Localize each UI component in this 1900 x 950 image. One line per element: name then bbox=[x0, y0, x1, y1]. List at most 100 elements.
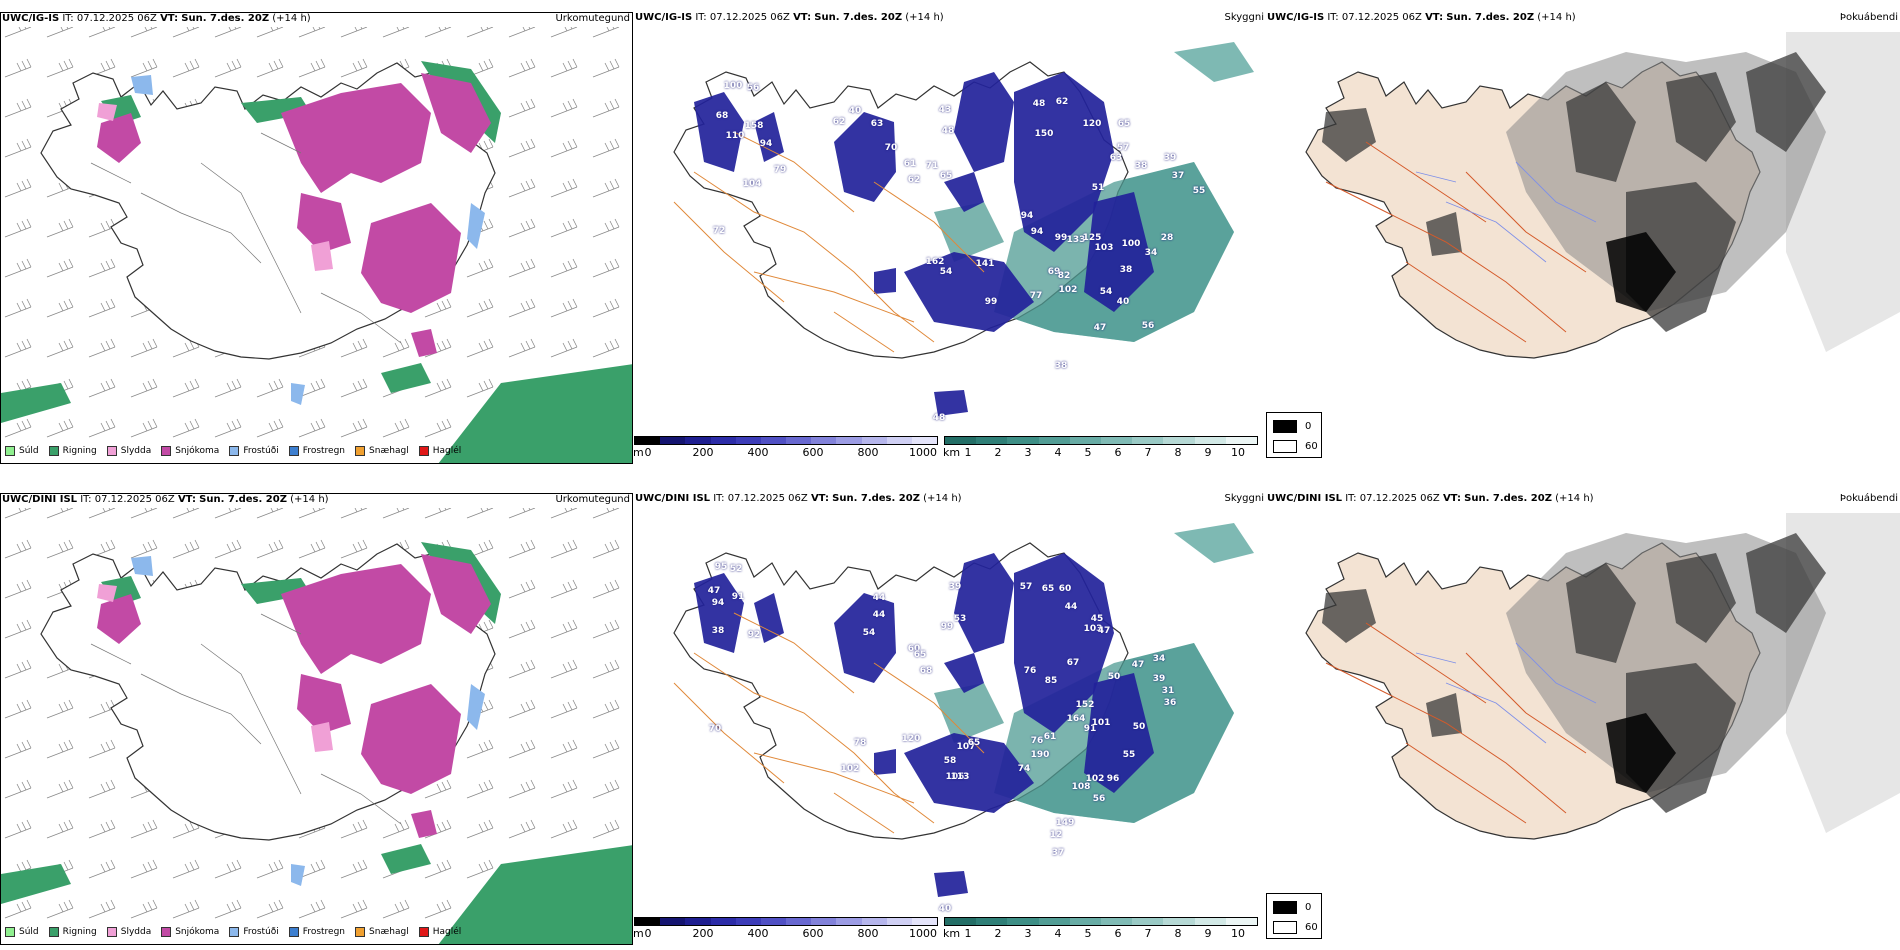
visibility-value: 44 bbox=[1064, 602, 1078, 612]
fog-key-swatch bbox=[1273, 901, 1297, 914]
fog-key-swatch bbox=[1273, 921, 1297, 934]
legend-label: Snjókoma bbox=[175, 446, 220, 456]
visibility-tick: 7 bbox=[1144, 446, 1152, 459]
visibility-value: 99 bbox=[1054, 233, 1068, 243]
precip-map bbox=[1, 508, 632, 944]
legend-item: Slydda bbox=[106, 926, 151, 938]
panel-title: UWC/IG-IS IT: 07.12.2025 06Z VT: Sun. 7.… bbox=[1267, 12, 1576, 23]
visibility-unit: km bbox=[943, 446, 961, 459]
height-tick: 400 bbox=[747, 927, 769, 940]
visibility-panel: UWC/DINI ISL IT: 07.12.2025 06Z VT: Sun.… bbox=[634, 493, 1266, 945]
height-tick: 800 bbox=[857, 927, 879, 940]
visibility-value: 34 bbox=[1152, 654, 1166, 664]
visibility-value: 120 bbox=[901, 734, 921, 744]
legend-item: Rigning bbox=[48, 445, 97, 457]
height-tick: 0 bbox=[644, 446, 652, 459]
visibility-value: 107 bbox=[956, 742, 976, 752]
legend-label: Súld bbox=[19, 927, 39, 937]
visibility-tick: 1 bbox=[964, 446, 972, 459]
legend-swatch bbox=[229, 446, 240, 456]
visibility-value: 63 bbox=[1109, 153, 1123, 163]
legend-item: Frostúði bbox=[229, 926, 279, 938]
visibility-value: 65 bbox=[913, 650, 927, 660]
legend-label: Súld bbox=[19, 446, 39, 456]
legend-label: Haglél bbox=[432, 927, 462, 937]
visibility-value: 50 bbox=[1132, 722, 1146, 732]
legend-item: Slydda bbox=[106, 445, 151, 457]
height-colorbar: 0 200 400 600 800 1000 m bbox=[634, 917, 938, 945]
panel-title: UWC/DINI ISL IT: 07.12.2025 06Z VT: Sun.… bbox=[2, 494, 329, 505]
legend-label: Frostregn bbox=[302, 446, 346, 456]
field-name: Skyggni bbox=[1224, 12, 1264, 23]
fog-key-bottom: 60 bbox=[1305, 922, 1318, 933]
visibility-tick: 3 bbox=[1024, 927, 1032, 940]
visibility-value: 60 bbox=[1058, 584, 1072, 594]
height-unit: m bbox=[634, 446, 644, 459]
visibility-value: 67 bbox=[1066, 658, 1080, 668]
legend-item: Snjókoma bbox=[161, 445, 219, 457]
visibility-value: 79 bbox=[773, 165, 787, 175]
visibility-value: 36 bbox=[1163, 698, 1177, 708]
visibility-colorbar: 1 2 3 4 5 6 7 8 9 10 km bbox=[943, 917, 1258, 945]
legend-item: Súld bbox=[5, 926, 39, 938]
visibility-value: 70 bbox=[708, 724, 722, 734]
legend-label: Frostúði bbox=[243, 446, 279, 456]
visibility-value: 120 bbox=[1082, 119, 1102, 129]
visibility-value: 65 bbox=[1041, 584, 1055, 594]
visibility-unit: km bbox=[943, 927, 961, 940]
visibility-value: 61 bbox=[903, 159, 917, 169]
visibility-value: 150 bbox=[1034, 129, 1054, 139]
visibility-value: 76 bbox=[1023, 666, 1037, 676]
legend-swatch bbox=[48, 446, 59, 456]
visibility-value: 76 bbox=[1030, 736, 1044, 746]
visibility-value: 96 bbox=[1106, 774, 1120, 784]
visibility-panel: UWC/IG-IS IT: 07.12.2025 06Z VT: Sun. 7.… bbox=[634, 12, 1266, 464]
height-tick: 0 bbox=[644, 927, 652, 940]
visibility-tick: 8 bbox=[1174, 446, 1182, 459]
height-tick: 600 bbox=[802, 446, 824, 459]
visibility-value: 102 bbox=[840, 764, 860, 774]
visibility-value: 190 bbox=[1030, 750, 1050, 760]
visibility-value: 91 bbox=[1083, 724, 1097, 734]
legend-label: Snæhagl bbox=[369, 446, 409, 456]
visibility-value: 100 bbox=[1121, 239, 1141, 249]
legend-swatch bbox=[355, 927, 366, 937]
visibility-value: 113 bbox=[950, 772, 970, 782]
visibility-value: 103 bbox=[1094, 243, 1114, 253]
visibility-map bbox=[673, 523, 1254, 897]
visibility-value: 72 bbox=[712, 226, 726, 236]
fog-map bbox=[1305, 32, 1900, 359]
visibility-value: 92 bbox=[747, 630, 761, 640]
visibility-value: 77 bbox=[1029, 291, 1043, 301]
height-tick: 600 bbox=[802, 927, 824, 940]
visibility-value: 99 bbox=[940, 622, 954, 632]
precip-map bbox=[1, 27, 632, 463]
visibility-value: 133 bbox=[1066, 235, 1086, 245]
legend-swatch bbox=[229, 927, 240, 937]
legend-item: Snæhagl bbox=[355, 926, 409, 938]
visibility-value: 37 bbox=[1171, 171, 1185, 181]
visibility-value: 57 bbox=[1116, 143, 1130, 153]
visibility-value: 39 bbox=[948, 582, 962, 592]
height-tick: 400 bbox=[747, 446, 769, 459]
visibility-value: 34 bbox=[1144, 248, 1158, 258]
legend-label: Snæhagl bbox=[369, 927, 409, 937]
legend-swatch bbox=[288, 927, 299, 937]
visibility-tick: 5 bbox=[1084, 446, 1092, 459]
visibility-value: 55 bbox=[1122, 750, 1136, 760]
visibility-value: 57 bbox=[1019, 582, 1033, 592]
visibility-value: 44 bbox=[872, 593, 886, 603]
visibility-tick: 5 bbox=[1084, 927, 1092, 940]
visibility-value: 40 bbox=[938, 904, 952, 914]
panel-title: UWC/IG-IS IT: 07.12.2025 06Z VT: Sun. 7.… bbox=[2, 13, 311, 24]
visibility-value: 94 bbox=[711, 598, 725, 608]
visibility-value: 48 bbox=[1032, 99, 1046, 109]
visibility-tick: 2 bbox=[994, 446, 1002, 459]
legend-item: Snæhagl bbox=[355, 445, 409, 457]
visibility-value: 103 bbox=[1083, 624, 1103, 634]
visibility-value: 152 bbox=[1075, 700, 1095, 710]
visibility-value: 55 bbox=[1192, 186, 1206, 196]
legend-item: Súld bbox=[5, 445, 39, 457]
height-tick: 1000 bbox=[909, 446, 937, 459]
fog-key-top: 0 bbox=[1305, 421, 1312, 432]
